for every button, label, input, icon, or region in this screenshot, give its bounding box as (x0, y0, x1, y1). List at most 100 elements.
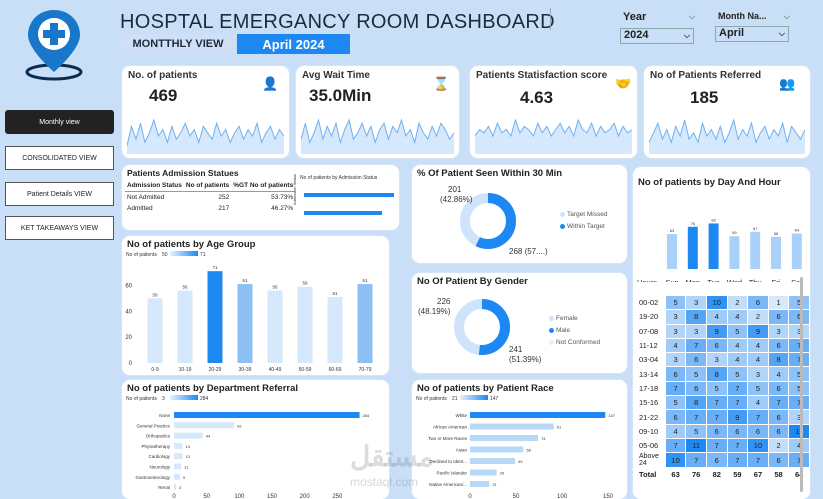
heat-cell[interactable]: 7 (789, 353, 809, 367)
heat-cell[interactable]: 7 (706, 396, 727, 410)
heat-cell[interactable]: 6 (727, 424, 748, 438)
heat-cell[interactable]: 4 (748, 396, 768, 410)
heat-cell[interactable]: 3 (789, 410, 809, 424)
heat-cell[interactable]: 5 (706, 381, 727, 396)
heat-cell[interactable]: 3 (768, 324, 789, 338)
heat-cell[interactable]: 7 (727, 453, 748, 468)
heat-cell[interactable]: 7 (727, 396, 748, 410)
heat-cell[interactable]: 4 (727, 353, 748, 367)
bar[interactable] (667, 234, 677, 269)
bar[interactable] (470, 446, 524, 453)
sidebar-item-patient-details-view[interactable]: Patient Details VIEW (5, 182, 114, 206)
heat-cell[interactable]: 3 (665, 310, 686, 324)
heat-cell[interactable]: 6 (768, 424, 789, 438)
bar[interactable] (470, 412, 606, 418)
month-slicer[interactable]: Month Na... ⌵ April ⌵ (715, 8, 793, 48)
heat-cell[interactable]: 6 (789, 310, 809, 324)
heat-cell[interactable]: 8 (768, 353, 789, 367)
heat-cell[interactable]: 8 (686, 310, 706, 324)
heat-cell[interactable]: 7 (706, 438, 727, 453)
heat-cell[interactable]: 6 (768, 310, 789, 324)
heat-cell[interactable]: 5 (789, 296, 809, 310)
bar[interactable] (207, 271, 223, 363)
heat-cell[interactable]: 5 (789, 367, 809, 381)
heat-cell[interactable]: 3 (789, 324, 809, 338)
heat-cell[interactable]: 7 (789, 453, 809, 468)
heat-cell[interactable]: 5 (686, 367, 706, 381)
heat-cell[interactable]: 2 (768, 438, 789, 453)
heat-cell[interactable]: 4 (706, 310, 727, 324)
heat-cell[interactable]: 2 (727, 296, 748, 310)
heat-cell[interactable]: 7 (727, 438, 748, 453)
heat-cell[interactable]: 7 (789, 396, 809, 410)
heat-cell[interactable]: 3 (686, 324, 706, 338)
heat-cell[interactable]: 6 (768, 338, 789, 353)
heat-cell[interactable]: 5 (727, 367, 748, 381)
heat-cell[interactable]: 10 (665, 453, 686, 468)
heat-cell[interactable]: 7 (665, 381, 686, 396)
bar[interactable] (174, 422, 235, 429)
heat-cell[interactable]: 5 (665, 296, 686, 310)
bar[interactable] (267, 290, 283, 363)
heat-cell[interactable]: 6 (706, 424, 727, 438)
bar[interactable] (297, 286, 313, 363)
heat-cell[interactable]: 5 (748, 381, 768, 396)
bar[interactable] (174, 473, 180, 480)
bar[interactable] (708, 223, 719, 269)
heat-cell[interactable]: 4 (748, 353, 768, 367)
bar[interactable] (174, 442, 183, 449)
month-dropdown[interactable]: April ⌵ (715, 26, 789, 42)
heat-cell[interactable]: 3 (665, 353, 686, 367)
heat-cell[interactable]: 2 (748, 310, 768, 324)
heat-cell[interactable]: 6 (706, 453, 727, 468)
heat-cell[interactable]: 9 (706, 324, 727, 338)
heat-cell[interactable]: 7 (789, 338, 809, 353)
heat-cell[interactable]: 6 (768, 453, 789, 468)
scrollbar[interactable] (800, 277, 803, 492)
heat-cell[interactable]: 6 (686, 353, 706, 367)
bar[interactable] (174, 484, 176, 491)
heat-cell[interactable]: 7 (768, 396, 789, 410)
sidebar-item-ket-takeaways-view[interactable]: KET TAKEAWAYS VIEW (5, 216, 114, 240)
bar[interactable] (470, 458, 516, 464)
heat-cell[interactable]: 4 (789, 438, 809, 453)
bar[interactable] (687, 226, 698, 269)
heat-cell[interactable]: 8 (686, 396, 706, 410)
heat-cell[interactable]: 4 (665, 338, 686, 353)
heat-cell[interactable]: 3 (665, 324, 686, 338)
heat-cell[interactable]: 7 (686, 453, 706, 468)
year-slicer[interactable]: Year ⌵ 2024 ⌵ (620, 8, 698, 48)
heat-cell[interactable]: 1 (768, 296, 789, 310)
heat-cell[interactable]: 7 (686, 410, 706, 424)
heat-cell[interactable]: 7 (727, 381, 748, 396)
heat-cell[interactable]: 10 (748, 438, 768, 453)
heat-cell[interactable]: 4 (768, 367, 789, 381)
year-dropdown[interactable]: 2024 ⌵ (620, 28, 694, 44)
heat-cell[interactable]: 4 (665, 424, 686, 438)
heat-cell[interactable]: 5 (665, 396, 686, 410)
bar[interactable] (177, 290, 193, 363)
bar[interactable] (771, 236, 781, 269)
heat-cell[interactable]: 5 (727, 324, 748, 338)
bar[interactable] (147, 298, 163, 363)
bar[interactable] (174, 432, 203, 439)
heat-cell[interactable]: 4 (748, 338, 768, 353)
heat-cell[interactable]: 5 (686, 424, 706, 438)
heat-cell[interactable]: 9 (727, 410, 748, 424)
heat-cell[interactable]: 3 (706, 353, 727, 367)
heat-cell[interactable]: 6 (768, 381, 789, 396)
heat-cell[interactable]: 6 (748, 424, 768, 438)
bar[interactable] (357, 284, 373, 363)
heat-cell[interactable]: 10 (706, 296, 727, 310)
bar[interactable] (470, 435, 539, 441)
heat-cell[interactable]: 7 (686, 338, 706, 353)
heat-cell[interactable]: 7 (706, 410, 727, 424)
bar[interactable] (470, 423, 554, 430)
bar[interactable] (729, 236, 740, 269)
heat-cell[interactable]: 6 (665, 367, 686, 381)
heat-cell[interactable]: 4 (727, 338, 748, 353)
bar[interactable] (174, 453, 183, 460)
heat-cell[interactable]: 4 (727, 310, 748, 324)
heat-cell[interactable]: 6 (686, 381, 706, 396)
heat-cell[interactable]: 3 (748, 367, 768, 381)
